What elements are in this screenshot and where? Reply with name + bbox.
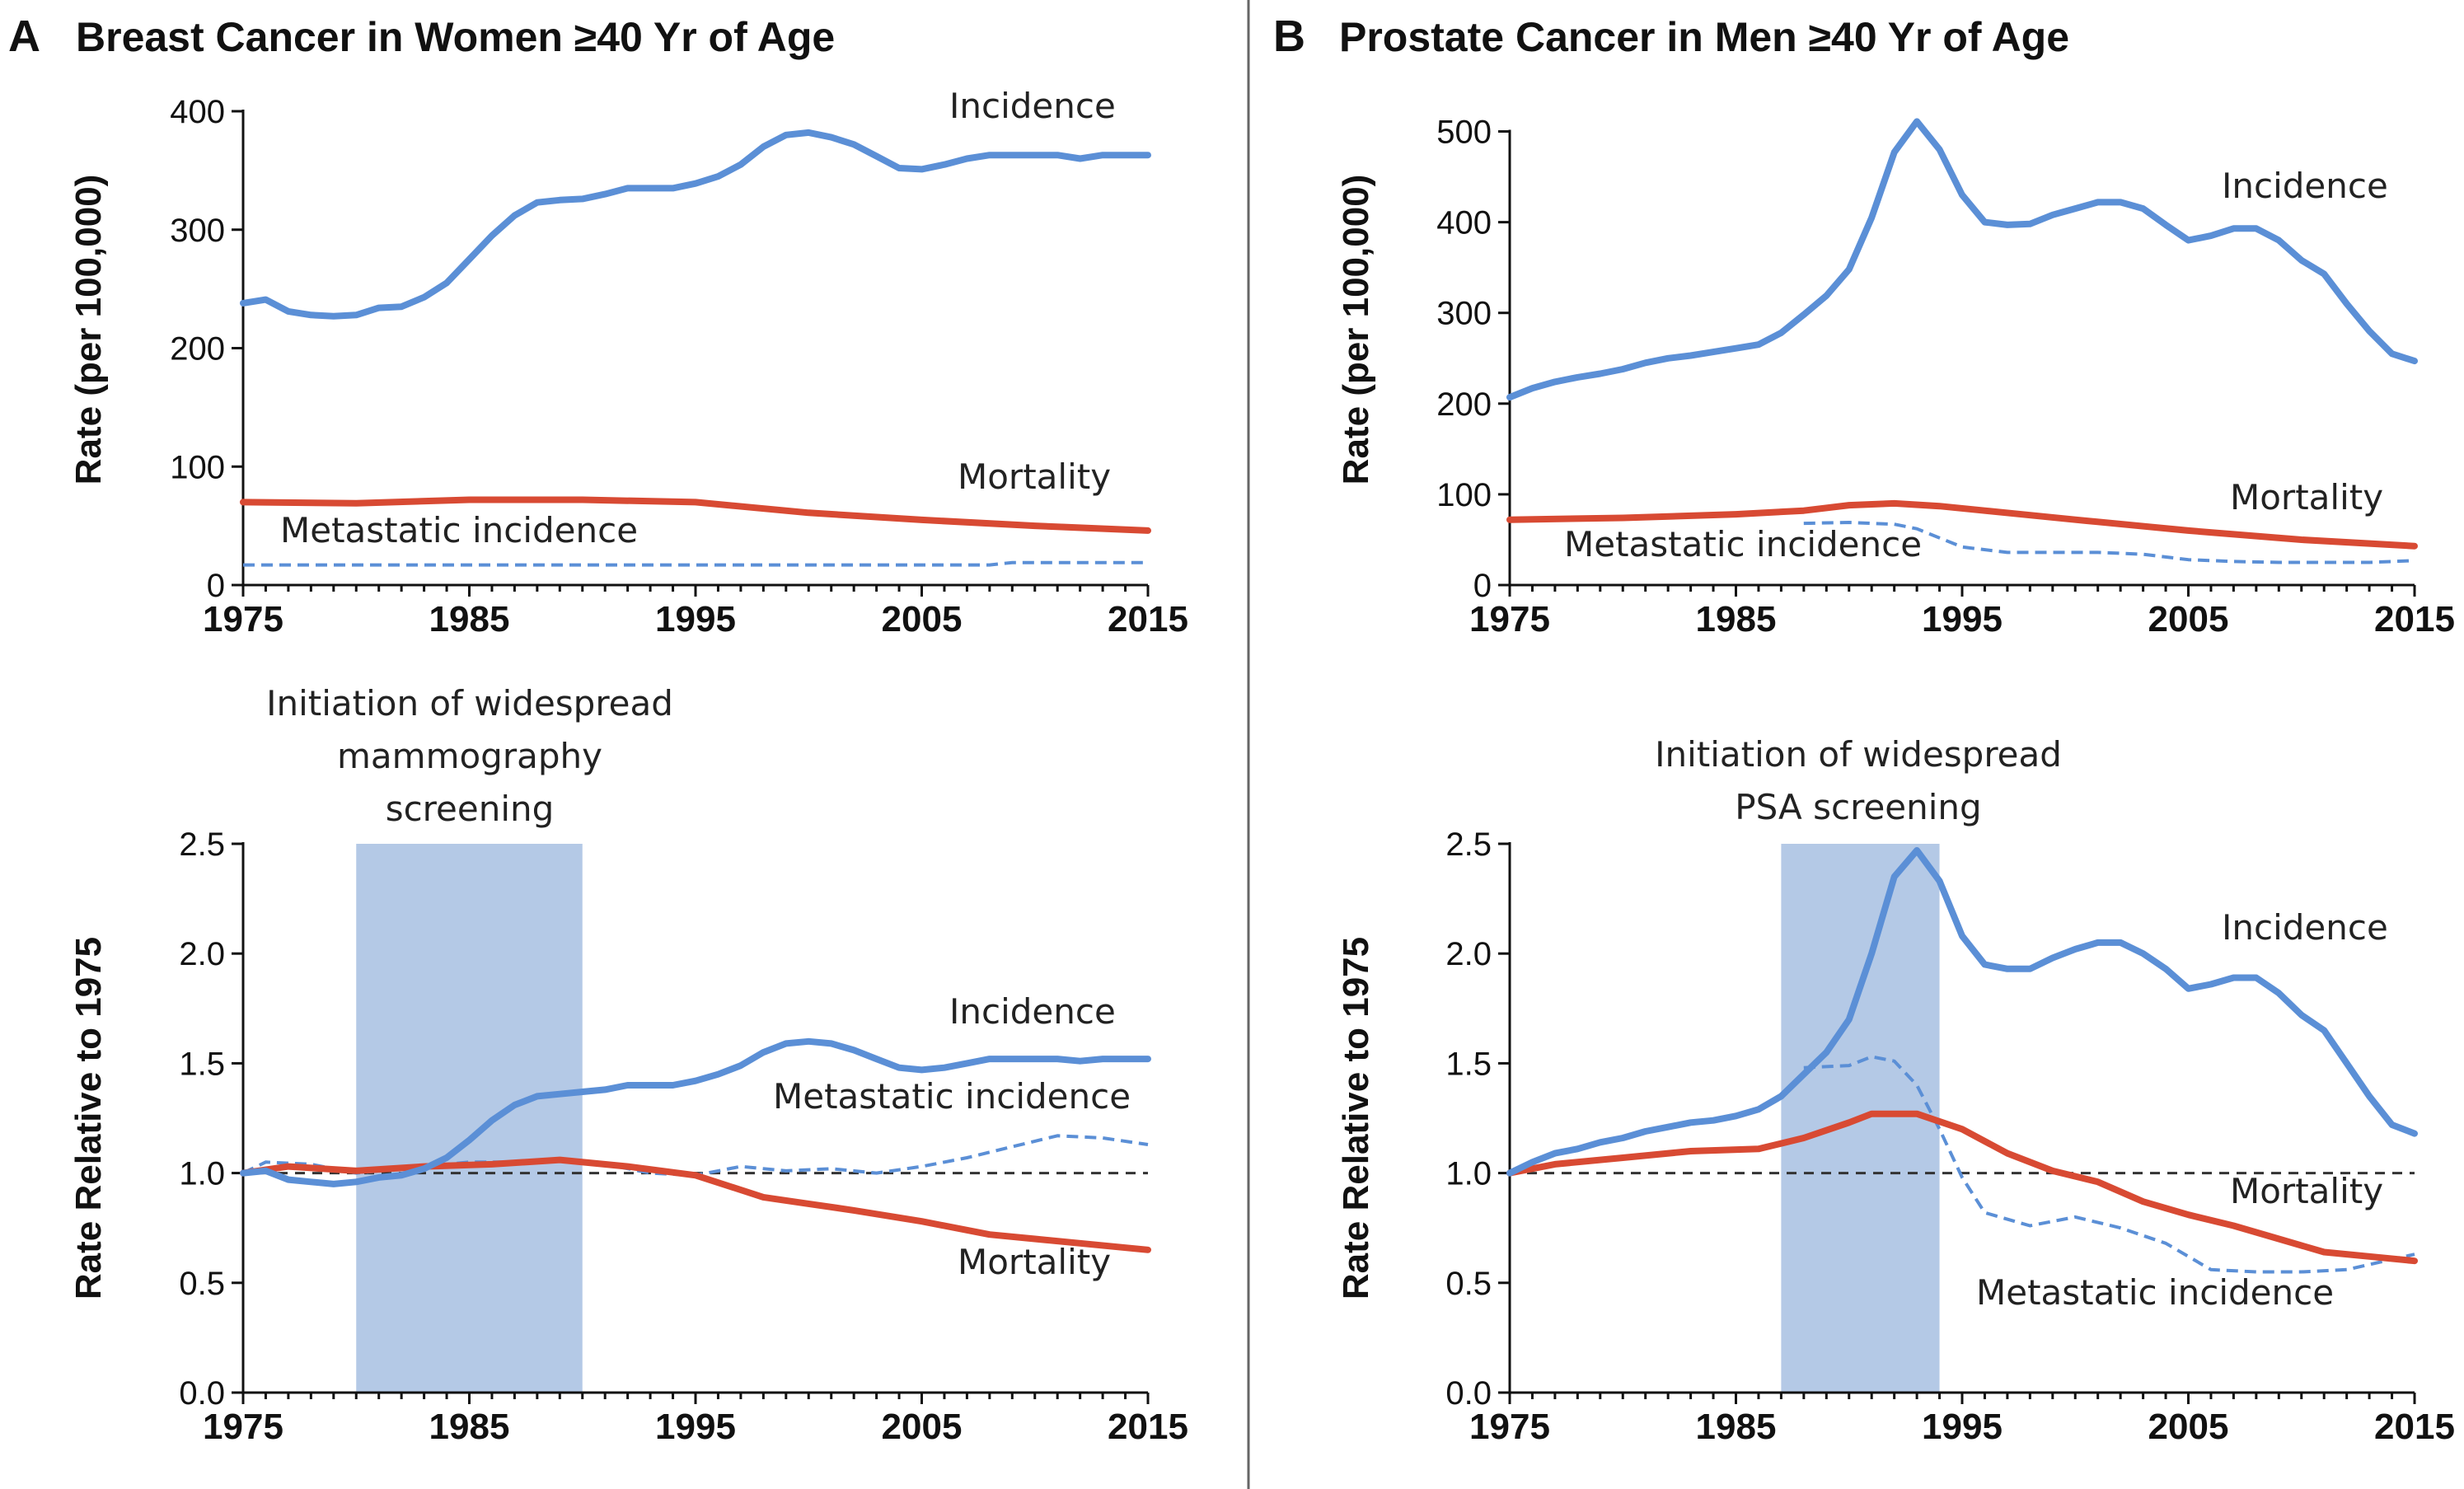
panel-b-letter: B [1273,12,1305,61]
a-bottom-x-tick-label: 1995 [655,1407,736,1447]
b-bottom-y-axis-label: Rate Relative to 1975 [1336,937,1376,1299]
a-bottom-x-tick-label: 2015 [1108,1407,1188,1447]
chart-a-bottom: 0.0 0.5 1.0 1.5 2.0 2.5 1975 1985 1995 2005 2015 Ra… [68,826,1188,1447]
a-bottom-label-incidence: Incidence [949,991,1116,1032]
b-bottom-y-tick-label: 1.5 [1445,1046,1492,1082]
a-top-x-tick-label: 1985 [429,599,510,639]
panel-a-title: Breast Cancer in Women ≥40 Yr of Age [76,14,835,60]
b-bottom-label-mortality: Mortality [2230,1171,2383,1211]
a-bottom-y-tick-label: 2.0 [179,936,225,972]
b-top-y-axis-label: Rate (per 100,000) [1336,175,1376,485]
a-bottom-series-mortality [240,1156,1151,1253]
panel-a-annotation-line-1: Initiation of widespread [266,683,673,723]
panel-a-letter: A [8,12,40,61]
a-top-y-tick-label: 300 [170,213,225,249]
a-top-y-tick-label: 200 [170,331,225,368]
b-bottom-series-mortality [1506,1110,2418,1265]
a-top-x-tick-label: 2015 [1108,599,1188,639]
a-top-y-axis-label: Rate (per 100,000) [68,175,109,485]
b-top-y-tick-label: 400 [1436,205,1492,241]
a-top-x-tick-label: 1995 [655,599,736,639]
panel-a-annotation-line-3: screening [386,789,555,829]
panel-b-annotation-line-2: PSA screening [1735,787,1981,827]
panel-b-title: Prostate Cancer in Men ≥40 Yr of Age [1339,14,2069,60]
b-bottom-label-metastatic: Metastatic incidence [1976,1272,2334,1313]
a-top-x-tick-label: 1975 [203,599,283,639]
chart-a-top: 0 100 200 300 400 1975 1985 1995 2005 2015 Rate (p… [68,86,1188,639]
b-top-label-metastatic: Metastatic incidence [1564,524,1922,564]
b-top-x-tick-label: 1975 [1469,599,1550,639]
b-bottom-y-tick-label: 2.5 [1445,826,1492,863]
b-bottom-y-tick-label: 2.0 [1445,936,1492,972]
b-top-x-tick-label: 1995 [1922,599,2003,639]
a-top-label-mortality: Mortality [958,457,1111,497]
b-top-label-incidence: Incidence [2222,166,2388,206]
panel-a-annotation-line-2: mammography [337,736,602,776]
a-top-x-tick-label: 2005 [882,599,963,639]
chart-b-bottom: 0.0 0.5 1.0 1.5 2.0 2.5 1975 1985 1995 2005 2015 Ra… [1336,826,2455,1447]
b-top-y-tick-label: 300 [1436,296,1492,332]
a-bottom-series-incidence [240,1037,1151,1187]
a-bottom-x-tick-label: 1975 [203,1407,283,1447]
a-bottom-y-tick-label: 2.5 [179,826,225,863]
b-top-y-tick-label: 100 [1436,477,1492,513]
b-bottom-x-tick-label: 1985 [1696,1407,1777,1447]
b-bottom-series-metastatic [1803,1055,2415,1274]
a-bottom-y-tick-label: 0.5 [179,1266,225,1302]
b-bottom-x-tick-label: 1975 [1469,1407,1550,1447]
a-bottom-y-axis-label: Rate Relative to 1975 [68,937,109,1299]
b-top-y-tick-label: 500 [1436,115,1492,151]
b-bottom-y-tick-label: 0.0 [1445,1375,1492,1412]
b-top-y-tick-label: 200 [1436,386,1492,423]
b-top-x-tick-label: 1985 [1696,599,1777,639]
a-bottom-y-tick-label: 1.5 [179,1046,225,1082]
a-top-series-incidence [240,129,1151,320]
a-top-label-incidence: Incidence [949,86,1116,126]
b-top-series-incidence [1506,118,2418,401]
b-bottom-x-tick-label: 2015 [2374,1407,2455,1447]
a-top-y-tick-label: 100 [170,449,225,485]
b-bottom-series-incidence [1506,847,2418,1177]
a-bottom-x-tick-label: 1985 [429,1407,510,1447]
b-bottom-x-tick-label: 2005 [2148,1407,2229,1447]
b-bottom-x-tick-label: 1995 [1922,1407,2003,1447]
b-top-y-tick-label: 0 [1473,568,1492,604]
a-top-y-tick-label: 400 [170,94,225,130]
b-top-series-metastatic [1803,521,2415,564]
a-bottom-y-tick-label: 0.0 [179,1375,225,1412]
a-bottom-label-metastatic: Metastatic incidence [773,1076,1131,1117]
b-top-x-tick-label: 2005 [2148,599,2229,639]
chart-b-top: 0 100 200 300 400 500 1975 1985 1995 2005 2015 Rate… [1336,115,2455,639]
b-top-series-mortality [1506,499,2418,550]
panel-b-annotation-line-1: Initiation of widespread [1655,734,2062,775]
a-bottom-x-tick-label: 2005 [882,1407,963,1447]
b-top-label-mortality: Mortality [2230,477,2383,517]
b-top-x-tick-label: 2015 [2374,599,2455,639]
b-bottom-y-tick-label: 0.5 [1445,1266,1492,1302]
a-top-y-tick-label: 0 [207,568,225,604]
b-bottom-y-tick-label: 1.0 [1445,1156,1492,1192]
a-bottom-y-tick-label: 1.0 [179,1156,225,1192]
a-top-label-metastatic: Metastatic incidence [280,510,638,550]
a-top-series-metastatic [243,560,1148,567]
a-top-series-mortality [240,496,1151,534]
a-bottom-label-mortality: Mortality [958,1242,1111,1282]
b-bottom-label-incidence: Incidence [2222,907,2388,948]
a-bottom-screening-band [356,844,583,1393]
